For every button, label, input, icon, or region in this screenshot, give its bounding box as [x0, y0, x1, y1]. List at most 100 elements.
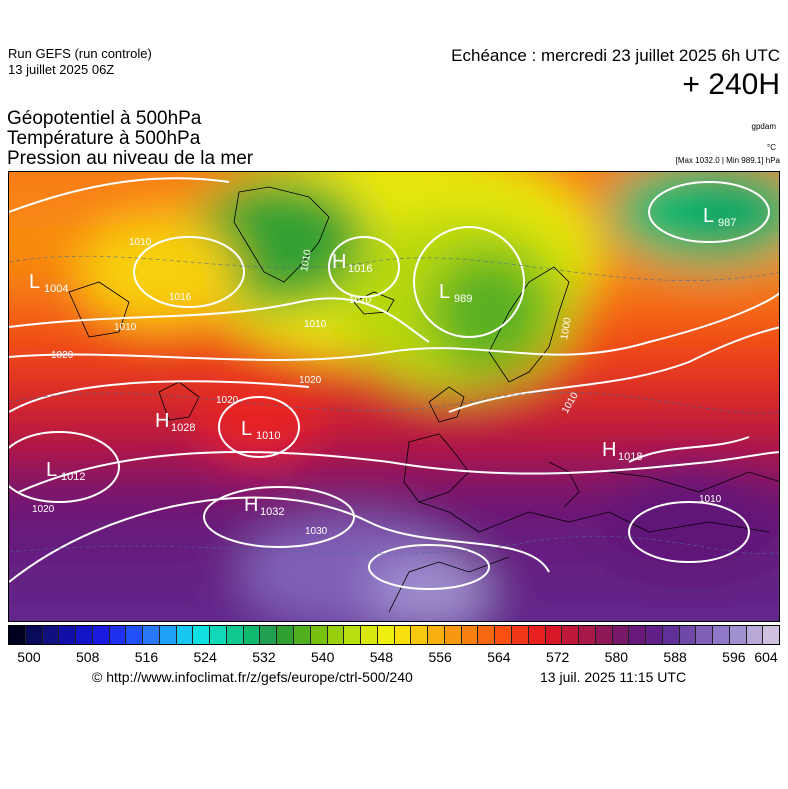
colorbar — [8, 625, 780, 645]
colorbar-swatch — [729, 626, 747, 644]
high-value: 1032 — [260, 506, 284, 518]
high-value: 1018 — [618, 451, 642, 463]
colorbar-tick-label: 588 — [663, 649, 687, 665]
low-symbol: L — [703, 205, 714, 227]
colorbar-tick-label: 516 — [134, 649, 159, 665]
high-symbol: H — [602, 439, 616, 461]
pressure-center-labels: L 1004 H 1016 L 989 L 987 H 1028 L 1010 L 1012 … — [29, 205, 736, 518]
low-value: 1010 — [256, 430, 280, 442]
low-value: 1012 — [61, 471, 85, 483]
low-symbol: L — [439, 281, 450, 303]
colorbar-swatch — [277, 626, 295, 644]
colorbar-tick-label: 564 — [487, 649, 511, 665]
colorbar-swatch — [629, 626, 647, 644]
low-value: 989 — [454, 293, 472, 305]
valid-time: Echéance : mercredi 23 juillet 2025 6h U… — [451, 46, 780, 65]
isobars — [9, 177, 779, 590]
colorbar-swatch — [327, 626, 345, 644]
credit-url: © http://www.infoclimat.fr/z/gefs/europe… — [92, 669, 413, 685]
weather-map[interactable]: L 1004 H 1016 L 989 L 987 H 1028 L 1010 L 1012 … — [8, 171, 780, 622]
colorbar-swatch — [226, 626, 244, 644]
colorbar-swatch — [646, 626, 663, 644]
colorbar-swatch — [9, 626, 26, 644]
colorbar-tick-label: 532 — [252, 649, 276, 665]
colorbar-swatch — [428, 626, 445, 644]
colorbar-swatch — [763, 626, 780, 644]
isobar-label: 1010 — [699, 494, 722, 505]
isobar-label: 1030 — [305, 526, 328, 537]
low-center-label: L 1004 — [29, 271, 68, 295]
colorbar-swatch — [25, 626, 43, 644]
colorbar-swatch — [595, 626, 613, 644]
high-symbol: H — [155, 410, 169, 432]
isobar-label: 1020 — [51, 350, 74, 361]
colorbar-swatch — [377, 626, 395, 644]
colorbar-swatch — [243, 626, 261, 644]
colorbar-swatch — [344, 626, 362, 644]
low-center-label: L 989 — [439, 281, 472, 305]
colorbar-swatch — [713, 626, 730, 644]
colorbar-tick-label: 508 — [76, 649, 100, 665]
low-center-label: L 1010 — [241, 418, 280, 442]
high-value: 1016 — [348, 263, 372, 275]
colorbar-swatch — [310, 626, 328, 644]
colorbar-swatch — [696, 626, 714, 644]
colorbar-swatch — [176, 626, 194, 644]
title-pressure: Pression au niveau de la mer — [7, 148, 254, 169]
colorbar-tick-label: 556 — [428, 649, 452, 665]
run-name: Run GEFS (run controle) — [8, 46, 152, 61]
colorbar-swatch — [159, 626, 177, 644]
colorbar-tick-label: 548 — [369, 649, 394, 665]
title-temperature: Température à 500hPa — [7, 128, 201, 149]
colorbar-tick-label: 596 — [722, 649, 746, 665]
colorbar-swatch — [612, 626, 630, 644]
high-value: 1028 — [171, 422, 195, 434]
low-symbol: L — [29, 271, 40, 293]
colorbar-swatch — [210, 626, 227, 644]
isobar-label: 1010 — [304, 319, 327, 330]
isobar-label: 1010 — [299, 248, 314, 272]
high-center-label: H 1018 — [602, 439, 642, 463]
isobar-value-labels: 1010 1010 1010 1010 1020 1020 1020 1020 … — [32, 237, 722, 537]
colorbar-swatch — [411, 626, 429, 644]
low-value: 987 — [718, 217, 736, 229]
isobar-label: 1010 — [349, 295, 372, 306]
isobar-label: 1010 — [129, 237, 152, 248]
high-symbol: H — [244, 494, 258, 516]
colorbar-swatch — [746, 626, 764, 644]
colorbar-swatch — [579, 626, 596, 644]
colorbar-swatch — [294, 626, 311, 644]
isobar-label: 1020 — [216, 395, 239, 406]
colorbar-swatch — [495, 626, 512, 644]
colorbar-swatch — [394, 626, 412, 644]
unit-geopotential: gpdam — [751, 122, 776, 131]
low-center-label: L 1012 — [46, 459, 85, 483]
colorbar-tick-label: 540 — [310, 649, 335, 665]
low-center-label: L 987 — [703, 205, 736, 229]
colorbar-swatch — [511, 626, 529, 644]
high-symbol: H — [332, 251, 346, 273]
high-center-label: H 1032 — [244, 494, 284, 518]
colorbar-swatch — [76, 626, 93, 644]
colorbar-swatch — [662, 626, 680, 644]
colorbar-tick-label: 500 — [17, 649, 41, 665]
colorbar-swatch — [143, 626, 160, 644]
colorbar-tick-label: 580 — [604, 649, 629, 665]
isobar-label: 1016 — [169, 292, 192, 303]
low-symbol: L — [46, 459, 57, 481]
title-geopotential: Géopotentiel à 500hPa — [7, 108, 202, 129]
low-value: 1004 — [44, 283, 68, 295]
colorbar-swatch — [92, 626, 110, 644]
colorbar-swatch — [478, 626, 496, 644]
high-center-label: H 1028 — [155, 410, 195, 434]
run-date: 13 juillet 2025 06Z — [8, 62, 115, 77]
colorbar-swatch — [545, 626, 563, 644]
colorbar-swatch — [528, 626, 546, 644]
isobar-label: 1020 — [299, 375, 322, 386]
generation-time: 13 juil. 2025 11:15 UTC — [540, 669, 687, 685]
lead-time: + 240H — [682, 68, 780, 101]
coastlines — [68, 186, 779, 613]
colorbar-swatch — [193, 626, 211, 644]
colorbar-tick-label: 572 — [545, 649, 570, 665]
colorbar-swatch — [461, 626, 479, 644]
